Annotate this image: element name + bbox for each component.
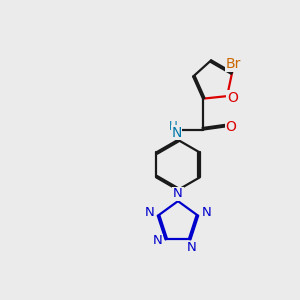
Text: N: N: [202, 206, 211, 219]
Text: H: H: [169, 119, 178, 133]
Text: Br: Br: [226, 57, 241, 71]
Text: N: N: [173, 187, 183, 200]
Text: N: N: [145, 206, 154, 219]
Text: N: N: [171, 125, 182, 140]
Text: O: O: [227, 91, 238, 105]
Text: O: O: [225, 120, 236, 134]
Text: N: N: [187, 241, 197, 254]
Text: N: N: [152, 234, 162, 248]
